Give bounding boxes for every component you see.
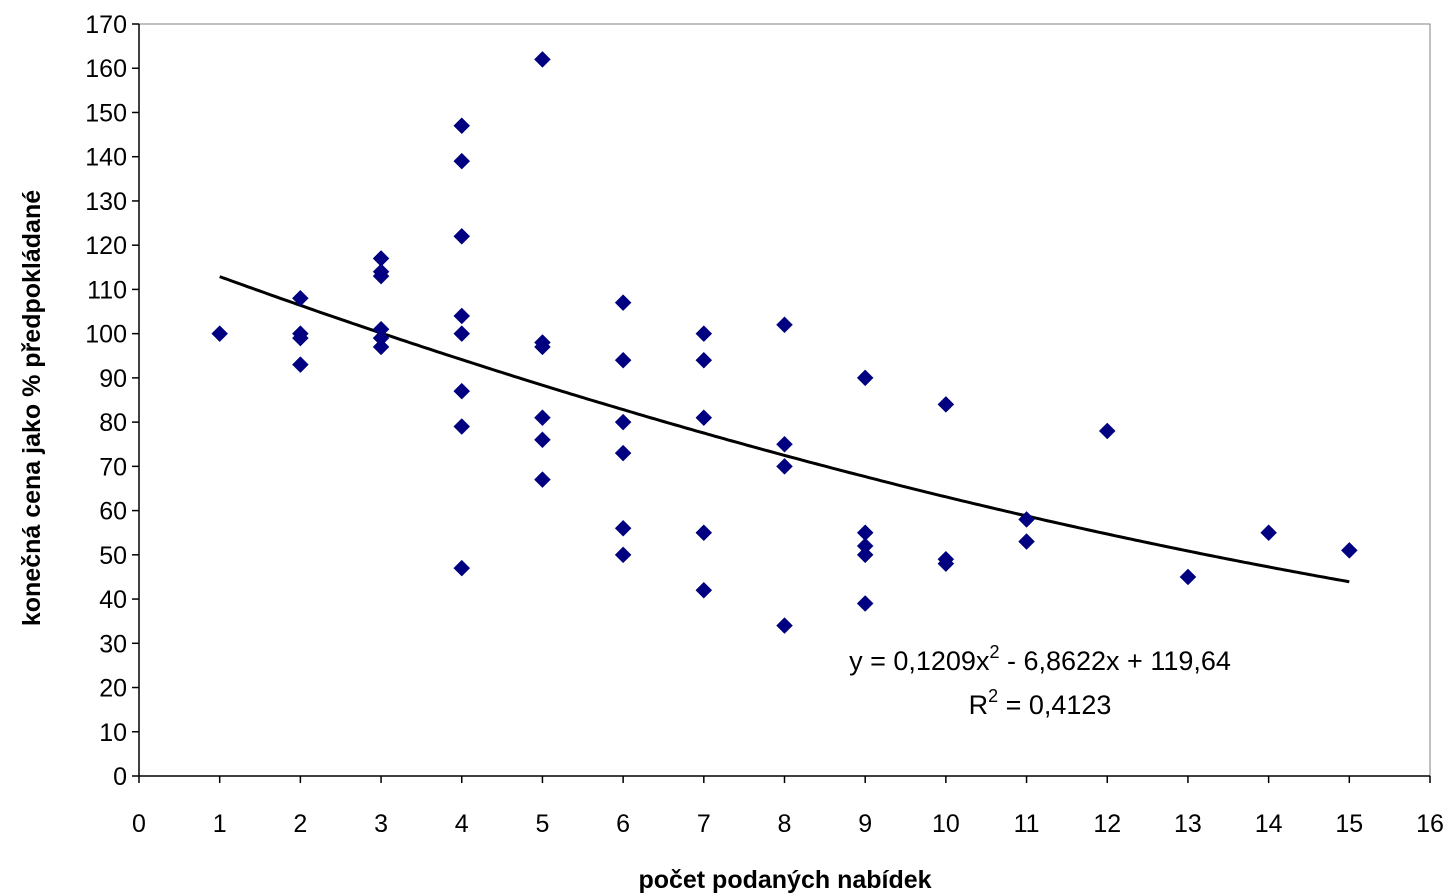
data-point	[453, 418, 471, 435]
data-point	[614, 351, 632, 369]
y-tick-label: 110	[87, 276, 127, 304]
y-tick-label: 70	[99, 453, 127, 481]
data-point	[776, 457, 793, 475]
x-axis-title: počet podaných nabídek	[638, 866, 931, 894]
trendline	[219, 275, 1350, 584]
trendline-curve	[219, 275, 1350, 584]
data-point	[776, 316, 793, 334]
data-point	[453, 325, 471, 343]
x-tick-label: 4	[455, 810, 469, 838]
data-point	[453, 307, 471, 325]
y-tick-label: 0	[113, 763, 127, 791]
data-point	[695, 325, 713, 343]
data-point	[372, 267, 390, 285]
data-point	[614, 413, 632, 431]
y-axis-title: konečná cena jako % předpokládané	[18, 190, 46, 626]
data-points	[211, 51, 1358, 634]
x-tick-label: 12	[1093, 810, 1121, 838]
data-point	[856, 369, 874, 387]
x-tick-label: 2	[293, 810, 307, 838]
y-tick-label: 20	[99, 675, 127, 703]
data-point	[695, 524, 713, 542]
x-tick-label: 1	[213, 810, 227, 838]
data-point	[372, 338, 390, 356]
data-point	[1260, 524, 1277, 542]
data-point	[1018, 511, 1035, 528]
x-tick-label: 8	[778, 810, 792, 838]
x-tick-label: 3	[374, 810, 388, 838]
y-tick-label: 10	[99, 719, 127, 747]
y-tick-label: 60	[99, 498, 127, 526]
data-point	[1018, 533, 1035, 550]
x-tick-label: 5	[535, 810, 549, 838]
plot-area	[138, 23, 1431, 777]
y-tick-label: 130	[85, 188, 127, 216]
data-point	[1340, 542, 1358, 559]
trendline-equation: y = 0,1209x2 - 6,8622x + 119,64	[849, 642, 1231, 676]
data-point	[614, 294, 632, 312]
y-tick-label: 50	[99, 542, 127, 570]
data-point	[453, 559, 471, 577]
data-point	[453, 382, 471, 400]
data-point	[937, 555, 955, 573]
data-point	[614, 519, 632, 537]
data-point	[534, 471, 551, 488]
x-tick-label: 10	[932, 810, 960, 838]
y-tick-label: 80	[99, 409, 127, 437]
data-point	[534, 409, 551, 427]
data-point	[937, 396, 955, 413]
x-tick-label: 16	[1416, 810, 1444, 838]
data-point	[292, 329, 309, 347]
y-tick-label: 140	[85, 144, 127, 172]
data-point	[856, 546, 874, 564]
y-tick-label: 100	[85, 321, 127, 349]
data-point	[453, 152, 471, 170]
y-tick-label: 120	[85, 232, 127, 260]
y-tick-label: 160	[85, 55, 127, 83]
y-tick-label: 40	[99, 586, 127, 614]
data-point	[695, 351, 713, 369]
r-squared-label: R2 = 0,4123	[969, 686, 1112, 720]
data-point	[453, 117, 471, 135]
data-point	[211, 325, 229, 343]
data-point	[292, 289, 309, 307]
x-tick-label: 11	[1014, 810, 1040, 838]
y-tick-label: 90	[99, 365, 127, 393]
y-tick-label: 30	[99, 630, 127, 658]
x-axis: 0 1 2 3 4 5 6 7 8 9 10 11 12 13 14 15 16	[132, 775, 1444, 838]
data-point	[614, 444, 632, 462]
x-tick-label: 7	[697, 810, 711, 838]
x-tick-label: 15	[1335, 810, 1363, 838]
y-tick-label: 170	[85, 11, 127, 39]
x-tick-label: 14	[1255, 810, 1283, 838]
data-point	[453, 227, 471, 245]
data-point	[534, 51, 551, 68]
data-point	[856, 595, 874, 612]
x-tick-label: 0	[132, 810, 146, 838]
data-point	[614, 546, 632, 564]
y-tick-label: 150	[85, 99, 127, 127]
x-tick-label: 13	[1174, 810, 1202, 838]
data-point	[776, 435, 793, 453]
y-axis: 0 10 20 30 40 50 60 70 80 90 100 110 120 130 140 150 160…	[85, 11, 140, 791]
x-tick-label: 6	[616, 810, 630, 838]
data-point	[292, 356, 309, 373]
data-point	[1098, 422, 1116, 440]
data-point	[695, 581, 713, 599]
data-point	[1179, 568, 1197, 586]
data-point	[776, 617, 793, 634]
data-point	[695, 409, 713, 427]
x-tick-label: 9	[858, 810, 872, 838]
data-point	[534, 431, 551, 449]
data-point	[534, 338, 551, 356]
